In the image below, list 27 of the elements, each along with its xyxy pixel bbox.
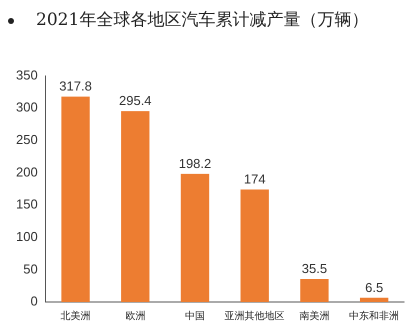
bar bbox=[180, 174, 210, 302]
x-tick-label: 南美洲 bbox=[299, 310, 330, 322]
x-tick-label: 中东和非洲 bbox=[349, 310, 400, 322]
bar bbox=[61, 96, 90, 302]
y-tick-label: 250 bbox=[16, 132, 38, 148]
bar bbox=[360, 298, 388, 302]
x-tick-label: 北美洲 bbox=[60, 310, 91, 322]
bar bbox=[300, 279, 329, 302]
y-tick-label: 150 bbox=[16, 196, 38, 212]
x-tick-label: 亚洲其他地区 bbox=[224, 310, 285, 322]
y-tick-label: 300 bbox=[16, 100, 38, 115]
bar bbox=[121, 111, 150, 302]
data-label: 295.4 bbox=[118, 93, 152, 108]
x-tick-label: 欧洲 bbox=[125, 310, 146, 322]
data-label: 317.8 bbox=[59, 78, 92, 94]
y-tick-label: 50 bbox=[23, 261, 38, 276]
y-tick-label: 100 bbox=[16, 228, 38, 244]
data-label: 174 bbox=[244, 172, 266, 187]
data-label: 198.2 bbox=[178, 156, 212, 171]
chart-title: 2021年全球各地区汽车累计减产量（万辆） bbox=[36, 9, 368, 31]
y-tick-label: 350 bbox=[16, 67, 38, 82]
y-tick-label: 0 bbox=[30, 294, 38, 309]
y-tick-label: 200 bbox=[16, 164, 38, 180]
bar bbox=[240, 190, 269, 302]
data-label: 35.5 bbox=[302, 261, 328, 276]
data-label: 6.5 bbox=[365, 280, 384, 295]
x-tick-label: 中国 bbox=[184, 310, 205, 322]
